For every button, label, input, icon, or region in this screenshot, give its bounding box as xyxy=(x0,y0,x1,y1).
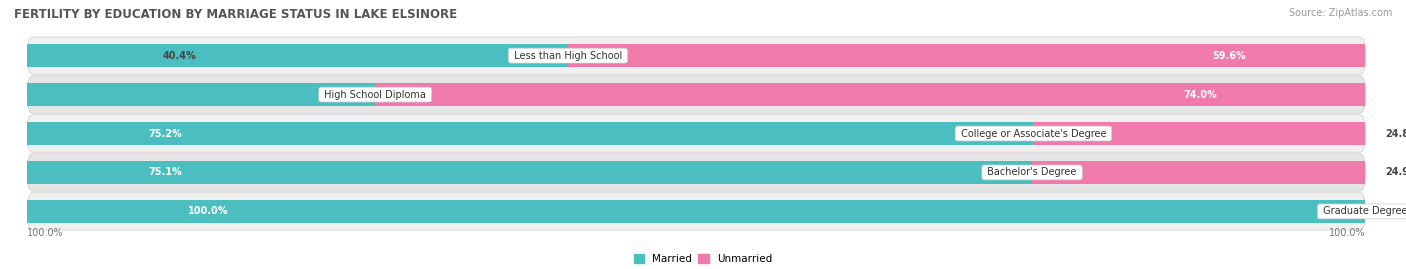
Text: 59.6%: 59.6% xyxy=(1212,51,1246,61)
Text: 26.0%: 26.0% xyxy=(328,90,361,100)
Bar xyxy=(28,200,1365,223)
Text: Bachelor's Degree: Bachelor's Degree xyxy=(984,168,1080,178)
Text: 24.8%: 24.8% xyxy=(1385,129,1406,139)
Bar xyxy=(1033,122,1365,145)
FancyBboxPatch shape xyxy=(27,154,1365,191)
Text: 74.0%: 74.0% xyxy=(1182,90,1216,100)
Bar xyxy=(28,161,1032,184)
Legend: Married, Unmarried: Married, Unmarried xyxy=(630,250,776,268)
Text: High School Diploma: High School Diploma xyxy=(321,90,429,100)
Text: 100.0%: 100.0% xyxy=(188,206,228,216)
Bar xyxy=(375,83,1365,106)
Text: 75.2%: 75.2% xyxy=(148,129,181,139)
FancyBboxPatch shape xyxy=(27,37,1365,74)
FancyBboxPatch shape xyxy=(27,76,1365,113)
Text: Less than High School: Less than High School xyxy=(510,51,626,61)
Bar xyxy=(568,44,1365,67)
Text: FERTILITY BY EDUCATION BY MARRIAGE STATUS IN LAKE ELSINORE: FERTILITY BY EDUCATION BY MARRIAGE STATU… xyxy=(14,8,457,21)
Bar xyxy=(28,44,568,67)
Text: Graduate Degree: Graduate Degree xyxy=(1320,206,1406,216)
FancyBboxPatch shape xyxy=(27,115,1365,152)
Text: 100.0%: 100.0% xyxy=(28,228,65,238)
FancyBboxPatch shape xyxy=(27,193,1365,230)
Bar xyxy=(28,83,375,106)
Text: 75.1%: 75.1% xyxy=(148,168,181,178)
Bar xyxy=(1032,161,1365,184)
Text: Source: ZipAtlas.com: Source: ZipAtlas.com xyxy=(1288,8,1392,18)
Text: 40.4%: 40.4% xyxy=(163,51,197,61)
Text: 24.9%: 24.9% xyxy=(1385,168,1406,178)
Text: 0.0%: 0.0% xyxy=(1385,206,1406,216)
Bar xyxy=(28,122,1033,145)
Text: 100.0%: 100.0% xyxy=(1329,228,1365,238)
Text: College or Associate's Degree: College or Associate's Degree xyxy=(957,129,1109,139)
